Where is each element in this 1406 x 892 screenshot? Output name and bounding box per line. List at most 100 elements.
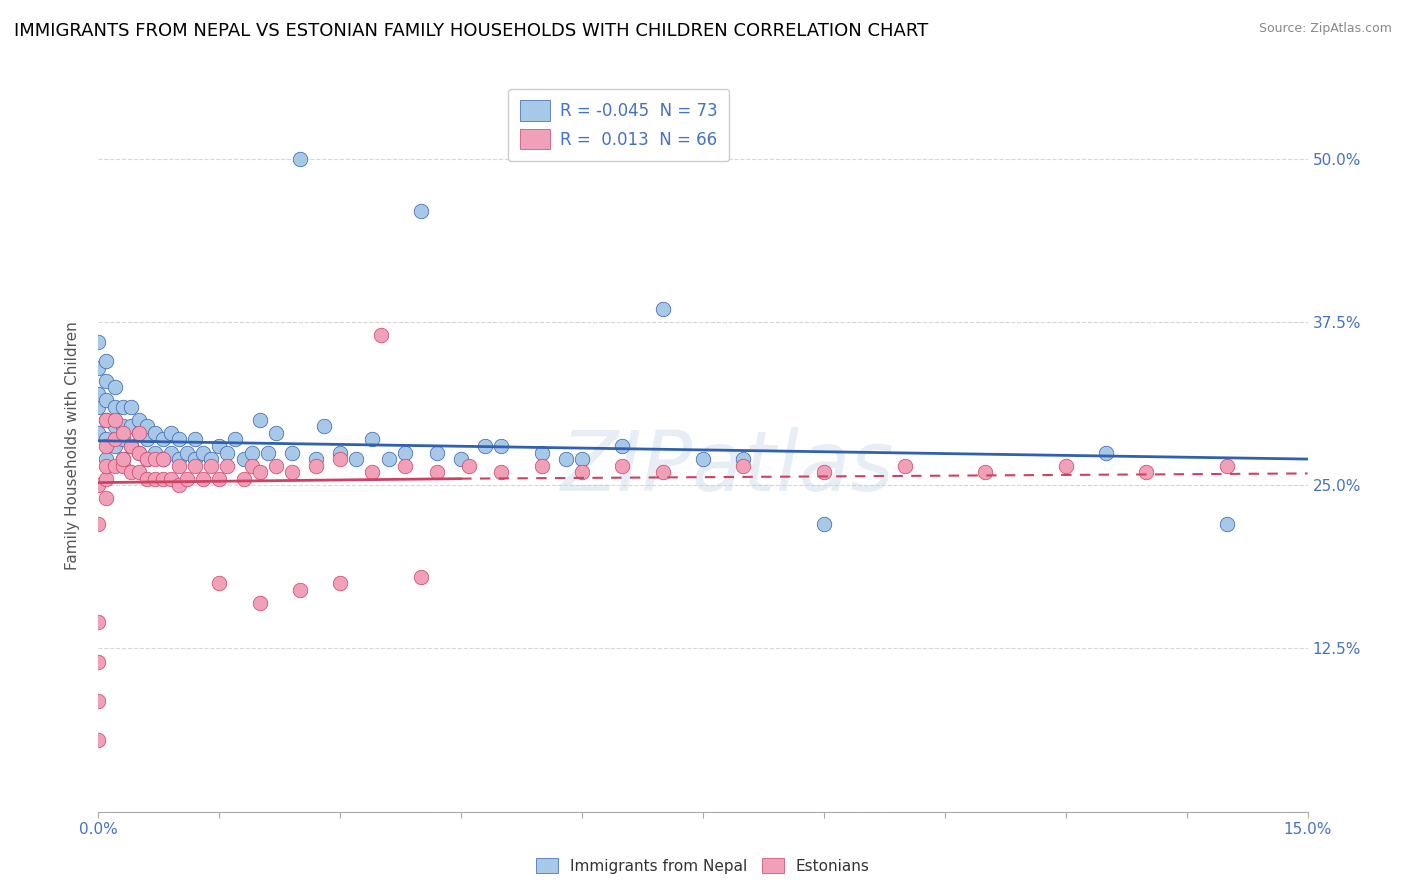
Point	[120, 439, 142, 453]
Point	[103, 419, 125, 434]
Point	[176, 472, 198, 486]
Point	[200, 458, 222, 473]
Point	[87, 615, 110, 630]
Point	[329, 452, 352, 467]
Point	[96, 439, 118, 453]
Point	[232, 472, 254, 486]
Point	[87, 360, 110, 375]
Point	[111, 452, 134, 467]
Point	[394, 445, 416, 459]
Point	[87, 386, 110, 401]
Point	[361, 433, 384, 447]
Legend: R = -0.045  N = 73, R =  0.013  N = 66: R = -0.045 N = 73, R = 0.013 N = 66	[508, 88, 728, 161]
Point	[329, 576, 352, 591]
Point	[491, 439, 513, 453]
Point	[96, 354, 118, 368]
Point	[394, 458, 416, 473]
Point	[264, 458, 287, 473]
Point	[96, 413, 118, 427]
Point	[152, 452, 174, 467]
Point	[208, 576, 231, 591]
Point	[305, 458, 328, 473]
Point	[813, 465, 835, 479]
Point	[111, 452, 134, 467]
Point	[167, 433, 190, 447]
Point	[249, 596, 271, 610]
Point	[103, 439, 125, 453]
Point	[152, 452, 174, 467]
Point	[249, 465, 271, 479]
Point	[217, 445, 239, 459]
Point	[96, 413, 118, 427]
Point	[458, 458, 481, 473]
Point	[256, 445, 278, 459]
Point	[530, 445, 553, 459]
Point	[240, 445, 263, 459]
Point	[329, 445, 352, 459]
Point	[200, 452, 222, 467]
Text: Source: ZipAtlas.com: Source: ZipAtlas.com	[1258, 22, 1392, 36]
Point	[1216, 458, 1239, 473]
Point	[240, 458, 263, 473]
Point	[135, 452, 157, 467]
Point	[288, 152, 311, 166]
Point	[120, 439, 142, 453]
Point	[103, 433, 125, 447]
Point	[450, 452, 472, 467]
Point	[733, 452, 755, 467]
Point	[167, 452, 190, 467]
Point	[128, 413, 150, 427]
Point	[409, 569, 432, 583]
Point	[651, 301, 673, 316]
Point	[111, 425, 134, 440]
Legend: Immigrants from Nepal, Estonians: Immigrants from Nepal, Estonians	[530, 852, 876, 880]
Point	[530, 458, 553, 473]
Point	[974, 465, 997, 479]
Point	[193, 445, 215, 459]
Point	[143, 425, 166, 440]
Point	[167, 478, 190, 492]
Point	[184, 433, 207, 447]
Point	[344, 452, 367, 467]
Point	[281, 465, 304, 479]
Point	[96, 374, 118, 388]
Point	[264, 425, 287, 440]
Point	[87, 732, 110, 747]
Point	[111, 433, 134, 447]
Point	[409, 203, 432, 218]
Point	[96, 393, 118, 408]
Point	[143, 445, 166, 459]
Point	[167, 458, 190, 473]
Point	[96, 491, 118, 506]
Point	[128, 425, 150, 440]
Point	[87, 478, 110, 492]
Point	[135, 472, 157, 486]
Point	[612, 439, 634, 453]
Point	[305, 452, 328, 467]
Point	[361, 465, 384, 479]
Point	[96, 472, 118, 486]
Point	[111, 458, 134, 473]
Point	[571, 465, 593, 479]
Point	[96, 452, 118, 467]
Point	[87, 400, 110, 414]
Point	[184, 458, 207, 473]
Point	[281, 445, 304, 459]
Point	[87, 517, 110, 532]
Point	[232, 452, 254, 467]
Point	[135, 433, 157, 447]
Point	[193, 472, 215, 486]
Point	[184, 452, 207, 467]
Point	[217, 458, 239, 473]
Point	[224, 433, 246, 447]
Point	[555, 452, 578, 467]
Point	[128, 425, 150, 440]
Point	[103, 413, 125, 427]
Y-axis label: Family Households with Children: Family Households with Children	[65, 322, 80, 570]
Point	[120, 419, 142, 434]
Point	[128, 445, 150, 459]
Point	[733, 458, 755, 473]
Point	[208, 439, 231, 453]
Point	[87, 425, 110, 440]
Point	[96, 458, 118, 473]
